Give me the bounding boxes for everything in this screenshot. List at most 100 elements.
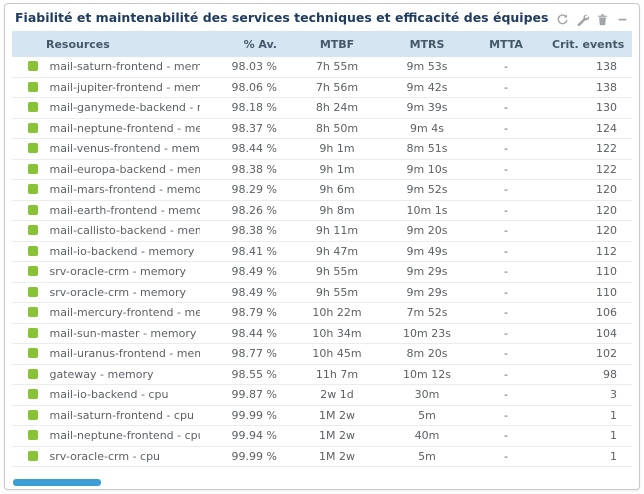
resource-name: mail-io-backend - cpu [49,388,169,402]
table-row[interactable]: mail-sun-master - memory 98.44 % 10h 34m… [12,323,632,344]
mtrs-cell: 10m 23s [382,323,472,344]
resource-cell: srv-oracle-crm - memory [12,282,200,303]
mtbf-cell: 7h 55m [292,57,382,78]
mtta-cell: - [472,384,540,406]
table-row[interactable]: mail-ganymede-backend - memory 98.18 % 8… [12,97,632,119]
resource-cell: mail-ganymede-backend - memory [12,97,200,119]
table-row[interactable]: mail-io-backend - cpu 99.87 % 2w 1d 30m … [12,384,632,406]
resource-name: gateway - memory [49,367,154,381]
resource-name: mail-neptune-frontend - cpu [49,429,201,443]
table-row[interactable]: mail-venus-frontend - memory 98.44 % 9h … [12,138,632,160]
crit-events-cell: 104 [540,323,632,344]
mtrs-cell: 9m 39s [382,97,472,119]
availability-cell: 98.77 % [200,343,292,365]
availability-cell: 98.79 % [200,302,292,324]
crit-events-cell: 110 [540,282,632,303]
wrench-icon[interactable] [576,11,590,27]
status-ok-icon [28,245,38,256]
status-ok-icon [28,81,38,92]
table-row[interactable]: mail-saturn-frontend - memory 98.03 % 7h… [12,57,632,78]
widget-toolbar [556,11,631,27]
availability-cell: 99.87 % [200,384,292,406]
mtbf-cell: 8h 50m [292,118,382,139]
crit-events-cell: 122 [540,138,632,160]
status-ok-icon [28,184,38,195]
crit-events-cell: 106 [540,302,632,324]
table-row[interactable]: mail-io-backend - memory 98.41 % 9h 47m … [12,241,632,262]
resource-cell: mail-venus-frontend - memory [12,138,200,160]
mtta-cell: - [472,220,540,242]
status-ok-icon [28,307,38,318]
mtta-cell: - [472,425,540,447]
resource-name: mail-uranus-frontend - memory [49,347,201,361]
mtbf-cell: 9h 55m [292,282,382,303]
status-ok-icon [28,266,38,277]
mtbf-cell: 2w 1d [292,384,382,406]
table-row[interactable]: mail-uranus-frontend - memory 98.77 % 10… [12,343,632,365]
table-row[interactable]: mail-mars-frontend - memory 98.29 % 9h 6… [12,179,632,201]
resource-cell: mail-earth-frontend - memory [12,200,200,221]
resource-name: mail-jupiter-frontend - memory [49,80,201,94]
crit-events-cell: 112 [540,241,632,262]
mtrs-cell: 9m 4s [382,118,472,139]
crit-events-cell: 1 [540,446,632,467]
table-row[interactable]: srv-oracle-crm - memory 98.49 % 9h 55m 9… [12,282,632,303]
mtta-cell: - [472,179,540,201]
status-ok-icon [28,225,38,236]
crit-events-cell: 120 [540,220,632,242]
resource-name: mail-saturn-frontend - cpu [49,408,194,422]
mtbf-cell: 1M 2w [292,405,382,426]
refresh-icon[interactable] [556,11,569,25]
table-row[interactable]: srv-oracle-crm - memory 98.49 % 9h 55m 9… [12,261,632,283]
resource-cell: mail-callisto-backend - memory [12,220,200,242]
availability-cell: 98.26 % [200,200,292,221]
mtta-cell: - [472,138,540,160]
status-ok-icon [28,348,38,359]
availability-cell: 98.49 % [200,261,292,283]
resource-cell: mail-europa-backend - memory [12,159,200,180]
table-row[interactable]: mail-neptune-frontend - memory 98.37 % 8… [12,118,632,139]
mtrs-cell: 10m 1s [382,200,472,221]
table-row[interactable]: mail-jupiter-frontend - memory 98.06 % 7… [12,77,632,98]
mtta-cell: - [472,97,540,119]
column-header-mtbf: MTBF [292,31,382,57]
table-row[interactable]: mail-saturn-frontend - cpu 99.99 % 1M 2w… [12,405,632,426]
availability-cell: 99.99 % [200,446,292,467]
crit-events-cell: 102 [540,343,632,365]
status-ok-icon [28,409,38,420]
collapse-icon[interactable] [616,11,629,24]
resource-cell: mail-neptune-frontend - memory [12,118,200,139]
table-row[interactable]: gateway - memory 98.55 % 11h 7m 10m 12s … [12,364,632,385]
crit-events-cell: 124 [540,118,632,139]
horizontal-scrollbar-thumb[interactable] [13,479,101,486]
mtrs-cell: 9m 20s [382,220,472,242]
table-row[interactable]: mail-neptune-frontend - cpu 99.94 % 1M 2… [12,425,632,447]
mtbf-cell: 9h 6m [292,179,382,201]
mtbf-cell: 7h 56m [292,77,382,98]
status-ok-icon [28,430,38,441]
mtrs-cell: 8m 51s [382,138,472,160]
table-row[interactable]: mail-europa-backend - memory 98.38 % 9h … [12,159,632,180]
mtta-cell: - [472,282,540,303]
mtrs-cell: 7m 52s [382,302,472,324]
resource-name: mail-earth-frontend - memory [49,203,201,217]
table-row[interactable]: mail-earth-frontend - memory 98.26 % 9h … [12,200,632,221]
table-row[interactable]: mail-mercury-frontend - memory 98.79 % 1… [12,302,632,324]
availability-cell: 98.41 % [200,241,292,262]
availability-cell: 99.94 % [200,425,292,447]
column-header-resources: Resources [12,31,200,57]
mtrs-cell: 5m [382,405,472,426]
availability-cell: 98.55 % [200,364,292,385]
table-row[interactable]: srv-oracle-crm - cpu 99.99 % 1M 2w 5m - … [12,446,632,467]
resource-cell: srv-oracle-crm - memory [12,261,200,283]
mtrs-cell: 9m 49s [382,241,472,262]
trash-icon[interactable] [596,11,609,26]
column-header-crit-events: Crit. events [540,31,632,57]
horizontal-scrollbar [12,479,632,486]
table-row[interactable]: mail-callisto-backend - memory 98.38 % 9… [12,220,632,242]
resource-cell: gateway - memory [12,364,200,385]
resource-cell: mail-neptune-frontend - cpu [12,425,201,447]
mtbf-cell: 9h 55m [292,261,382,283]
resource-cell: mail-jupiter-frontend - memory [12,77,200,98]
crit-events-cell: 1 [540,425,632,447]
